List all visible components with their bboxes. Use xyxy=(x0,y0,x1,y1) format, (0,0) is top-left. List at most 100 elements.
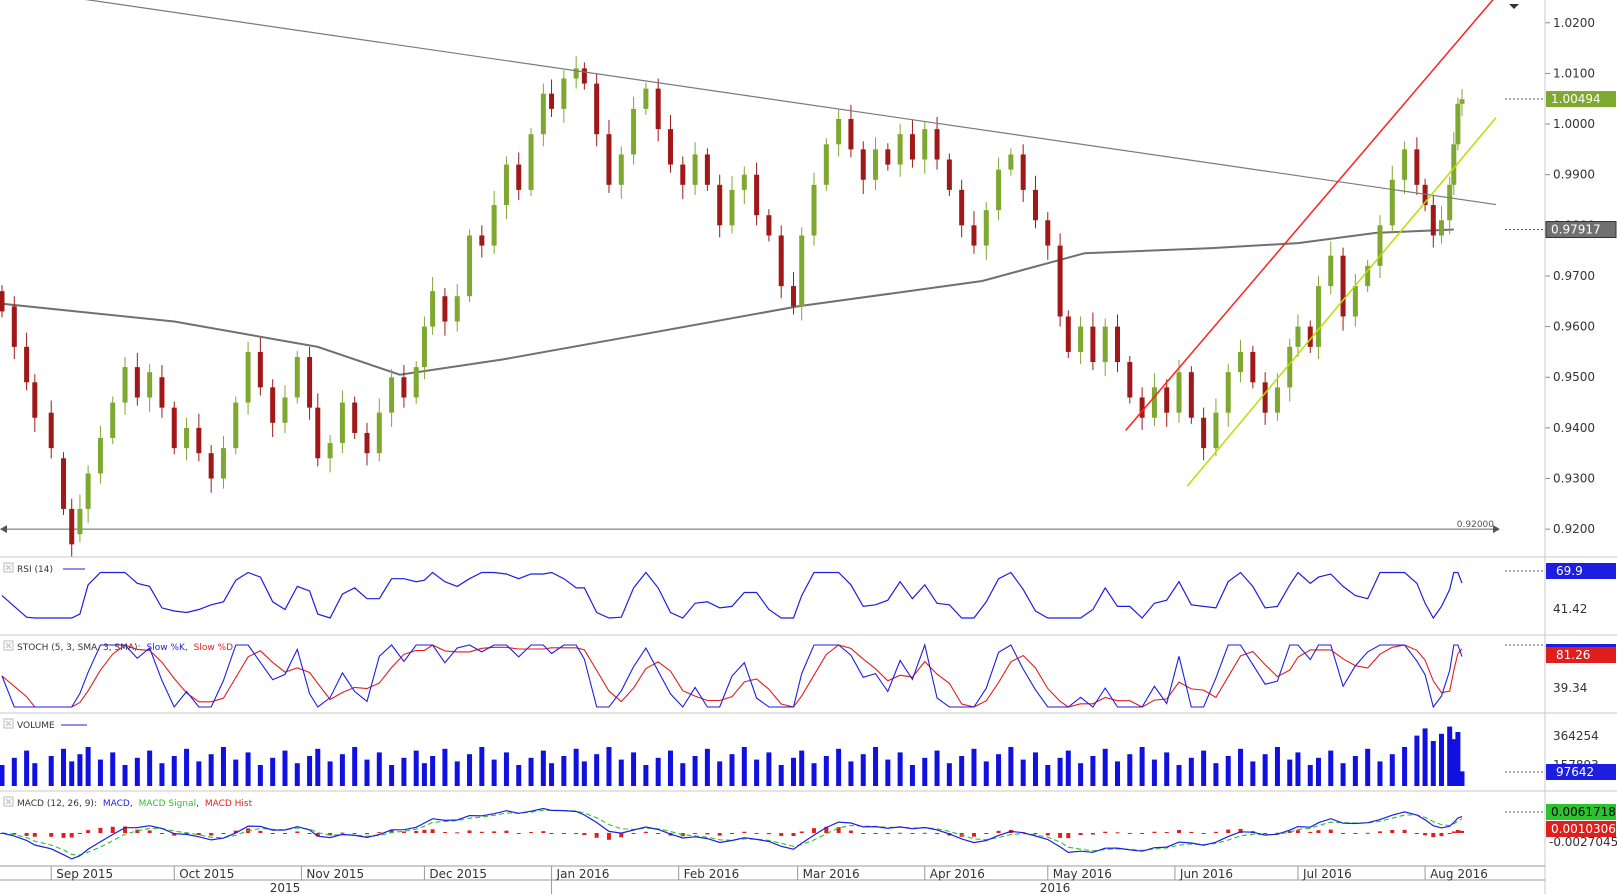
volume-bar xyxy=(442,748,448,786)
candle-body xyxy=(1365,265,1371,287)
macd-hist-bar xyxy=(1439,833,1444,837)
macd-hist-bar xyxy=(1226,829,1231,833)
macd-hist-bar xyxy=(414,831,419,833)
volume-bar xyxy=(159,763,165,786)
candle-body xyxy=(594,83,600,135)
volume-bar xyxy=(376,752,382,786)
candle-body xyxy=(0,291,5,312)
candle-body xyxy=(643,88,649,109)
candle-body xyxy=(1176,372,1182,413)
macd-hist-bar xyxy=(422,829,427,833)
macd-hist-bar xyxy=(656,833,661,834)
volume-bar xyxy=(245,752,251,786)
volume-bar xyxy=(233,759,239,786)
candle-body xyxy=(122,367,128,403)
collapse-icon[interactable] xyxy=(3,718,14,729)
volume-bar xyxy=(1213,763,1219,786)
arrow-right-icon xyxy=(1493,525,1500,534)
ma-value-label: 0.97917 xyxy=(1551,223,1601,237)
candle-body xyxy=(528,134,534,190)
collapse-icon[interactable] xyxy=(3,562,14,573)
volume-bar xyxy=(1447,726,1453,786)
candle-body xyxy=(307,356,313,408)
candle-body xyxy=(1402,149,1408,180)
volume-bar xyxy=(1164,752,1170,786)
candle-body xyxy=(327,443,333,459)
macd-hist-bar xyxy=(935,833,940,835)
candle-body xyxy=(655,88,661,130)
candle-body xyxy=(1102,326,1108,363)
macd-hist-bar xyxy=(455,832,460,834)
macd-hist-bar xyxy=(1066,833,1071,839)
price-panel[interactable]: 1.02001.01001.00000.99000.98000.97000.96… xyxy=(0,0,1617,557)
volume-bar xyxy=(754,759,760,786)
candle-body xyxy=(48,412,54,449)
macd-hist-bar xyxy=(1390,829,1395,833)
candle-body xyxy=(885,149,891,165)
candle-body xyxy=(196,427,202,454)
collapse-icon[interactable] xyxy=(3,640,14,651)
month-tick-label: Sep 2015 xyxy=(56,867,113,881)
macd-hist-bar xyxy=(529,832,534,834)
collapse-icon[interactable] xyxy=(3,796,14,807)
candle-body xyxy=(848,118,854,150)
last-price-tag: 1.00494 xyxy=(1505,91,1616,108)
candle-body xyxy=(1422,184,1428,206)
macd-hist-bar xyxy=(873,833,878,834)
macd-hist-bar xyxy=(147,830,152,833)
volume-bar xyxy=(799,750,805,786)
volume-bar xyxy=(48,756,54,786)
scroll-arrow-icon[interactable] xyxy=(1509,4,1519,9)
macd-hist-bar xyxy=(221,833,226,834)
month-tick-label: Mar 2016 xyxy=(803,867,860,881)
candle-body xyxy=(1225,372,1231,413)
volume-bar xyxy=(594,754,600,786)
candle-body xyxy=(729,189,735,226)
candle-body xyxy=(1262,382,1268,413)
price-tick-label: 0.9700 xyxy=(1553,269,1595,283)
macd-hist-bar xyxy=(971,833,976,837)
rsi-panel[interactable]: RSI (14) 69.9 41.42 xyxy=(1,562,1616,620)
candle-body xyxy=(836,118,842,145)
volume-bar xyxy=(339,754,345,786)
candle-body xyxy=(220,448,226,479)
candle-body xyxy=(692,154,698,185)
macd-hist-bar xyxy=(1365,832,1370,834)
ma-value-tag: 0.97917 xyxy=(1505,221,1617,239)
macd-hist-bar xyxy=(295,831,300,833)
volume-panel[interactable]: VOLUME 364254 157893 97642 xyxy=(0,718,1616,786)
macd-hist-bar xyxy=(693,833,698,835)
macd-hist-bar xyxy=(110,826,115,833)
candle-body xyxy=(401,377,407,398)
month-tick-label: Oct 2015 xyxy=(179,867,234,881)
macd-panel[interactable]: MACD (12, 26, 9): MACD, MACD Signal, MAC… xyxy=(0,796,1617,860)
candle-body xyxy=(1115,326,1121,363)
macd-hist-bar xyxy=(1402,829,1407,833)
volume-bar xyxy=(327,761,333,786)
candle-body xyxy=(717,184,723,226)
volume-bar xyxy=(1262,754,1268,786)
macd-hist-bar xyxy=(1189,831,1194,833)
month-tick-label: Nov 2015 xyxy=(306,867,364,881)
volume-bar xyxy=(1451,739,1457,786)
price-tick-label: 0.9500 xyxy=(1553,370,1595,384)
macd-hist-bar xyxy=(824,826,829,833)
volume-bar xyxy=(220,747,226,786)
rsi-tick-label: 41.42 xyxy=(1553,602,1587,616)
stoch-panel[interactable]: STOCH (5, 3, SMA, 3, SMA): Slow %K, Slow… xyxy=(1,640,1616,709)
volume-bar xyxy=(85,747,91,786)
volume-bar xyxy=(823,756,829,786)
macd-hist-bar xyxy=(1127,833,1132,834)
volume-bar xyxy=(1201,750,1207,786)
volume-bar xyxy=(1078,763,1084,786)
rsi-line xyxy=(1,571,1463,620)
volume-bar xyxy=(413,750,419,786)
macd-hist-bar xyxy=(233,830,238,833)
macd-hist-bar xyxy=(549,833,554,834)
candle-body xyxy=(549,93,555,109)
macd-hist-bar xyxy=(799,831,804,833)
macd-hist-bar xyxy=(1213,831,1218,833)
volume-bar xyxy=(147,750,153,786)
macd-hist-bar xyxy=(12,833,17,835)
